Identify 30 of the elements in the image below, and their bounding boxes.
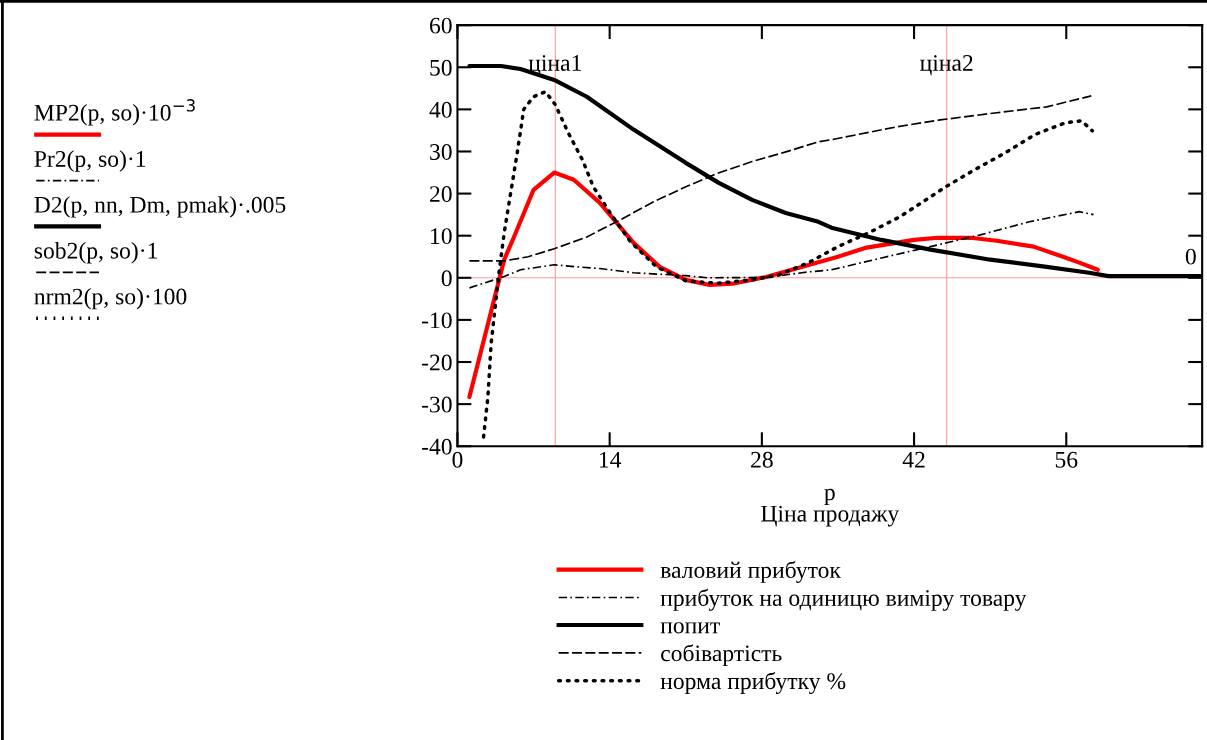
x-axis-title: p Ціна продажу [761,488,900,527]
legend-label: собівартість [661,644,782,667]
legend-label: валовий прибуток [660,560,841,583]
y-tick-label: 50 [430,59,452,76]
text: sob2(p, so)·1 [34,242,157,264]
ref-line-label: 0 [1185,248,1196,265]
y-tick-label: -10 [422,312,452,329]
text: Pr2(p, so)·1 [34,150,146,172]
text: MP2(p, so)·10$^{−3}$ [34,99,195,126]
y-tick-label: 40 [429,101,452,118]
legend-label: попит [660,622,720,634]
legend-label: прибуток на одиницю виміру товару [660,588,1027,611]
y-tick-label: 30 [430,143,452,160]
y-tick-label: -30 [422,396,452,413]
y-tick-label: 0 [441,270,452,287]
y-tick-label: 10 [431,228,452,245]
x-tick-label: 0 [452,451,463,468]
x-tick-label: 14 [599,451,622,468]
x-tick-label: 56 [1055,451,1078,468]
text: D2(p, nn, Dm, pmak)·.005 [34,196,286,218]
ref-line-label: ціна2 [920,55,973,76]
ref-line-label: ціна1 [528,55,581,76]
x-tick-label: 42 [902,451,925,468]
x-tick-label: 28 [751,451,773,468]
legend-label: норма прибутку % [660,672,846,695]
y-tick-label: 60 [430,17,452,34]
y-tick-label: -40 [422,438,452,455]
y-tick-label: 20 [430,186,452,203]
text: nrm2(p, so)·100 [34,287,187,310]
y-tick-label: -20 [422,354,452,371]
